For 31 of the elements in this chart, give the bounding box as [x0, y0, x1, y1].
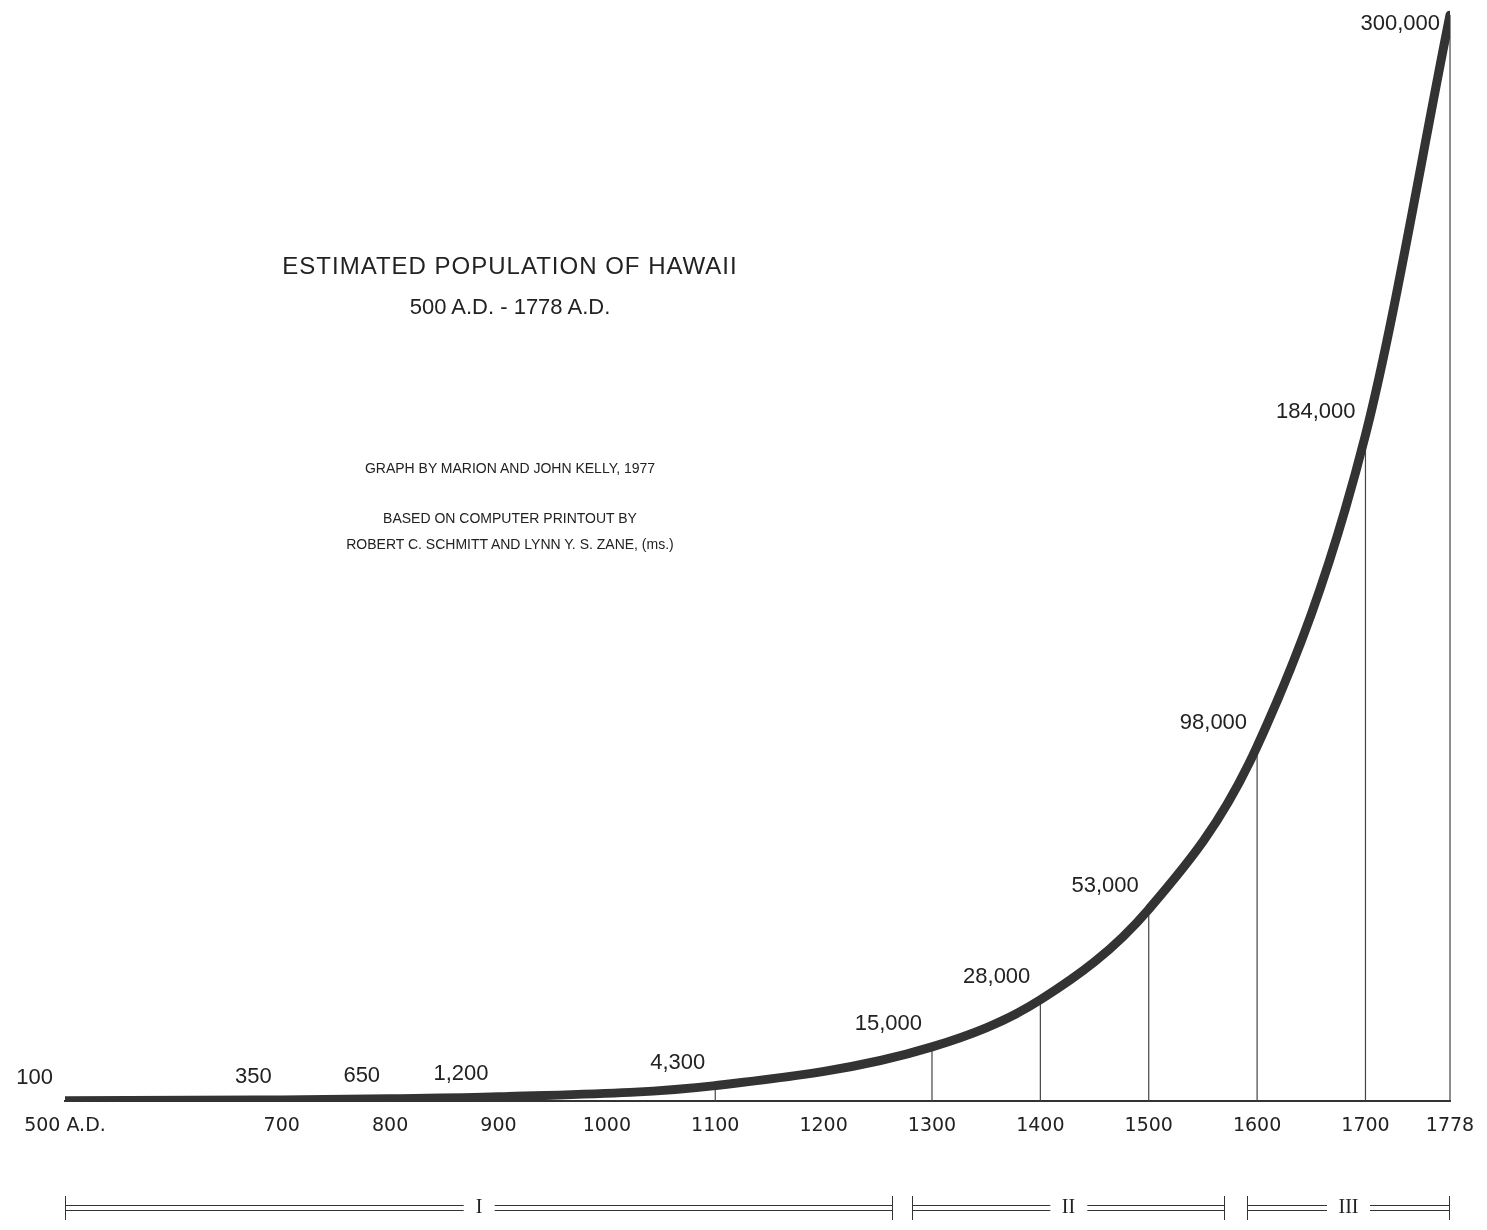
data-label: 53,000	[1071, 872, 1139, 898]
annotation: GRAPH BY MARION AND JOHN KELLY, 1977	[363, 459, 657, 478]
data-label: 4,300	[650, 1048, 706, 1074]
x-tick-label: 1778	[1425, 1112, 1475, 1135]
annotation: BASED ON COMPUTER PRINTOUT BY ROBERT C. SCHMITT AND LYNN Y. S. ZANE, (ms.)	[345, 509, 675, 554]
x-tick-label: 1100	[691, 1112, 740, 1135]
data-label: 1,200	[433, 1059, 489, 1085]
data-label: 28,000	[963, 962, 1031, 988]
x-tick-label: 1700	[1341, 1112, 1390, 1135]
data-label: 15,000	[854, 1009, 922, 1035]
x-tick-label: 1200	[799, 1112, 848, 1135]
data-label: 350	[235, 1063, 272, 1088]
x-tick-label: 1300	[907, 1112, 957, 1135]
text: I	[463, 1195, 495, 1218]
data-label: 98,000	[1179, 709, 1248, 735]
text: ESTIMATED POPULATION OF HAWAII	[281, 252, 739, 280]
x-tick-label: 1000	[582, 1112, 632, 1135]
data-label: 100	[16, 1063, 53, 1089]
x-tick-label: 800	[371, 1112, 409, 1135]
x-tick-label: 1600	[1232, 1112, 1282, 1135]
data-label: 650	[343, 1061, 381, 1087]
x-tick-label: 700	[263, 1112, 300, 1135]
x-tick-label: 1500	[1124, 1112, 1173, 1135]
data-label: 300,000	[1360, 10, 1440, 36]
text: 500 A.D. - 1778 A.D.	[408, 294, 612, 320]
data-label: 184,000	[1275, 398, 1356, 424]
x-tick-label: 500 A.D.	[24, 1112, 106, 1135]
x-tick-label: 900	[480, 1112, 517, 1135]
x-tick-label: 1400	[1016, 1112, 1065, 1135]
text: III	[1326, 1195, 1371, 1218]
text: II	[1049, 1195, 1088, 1218]
